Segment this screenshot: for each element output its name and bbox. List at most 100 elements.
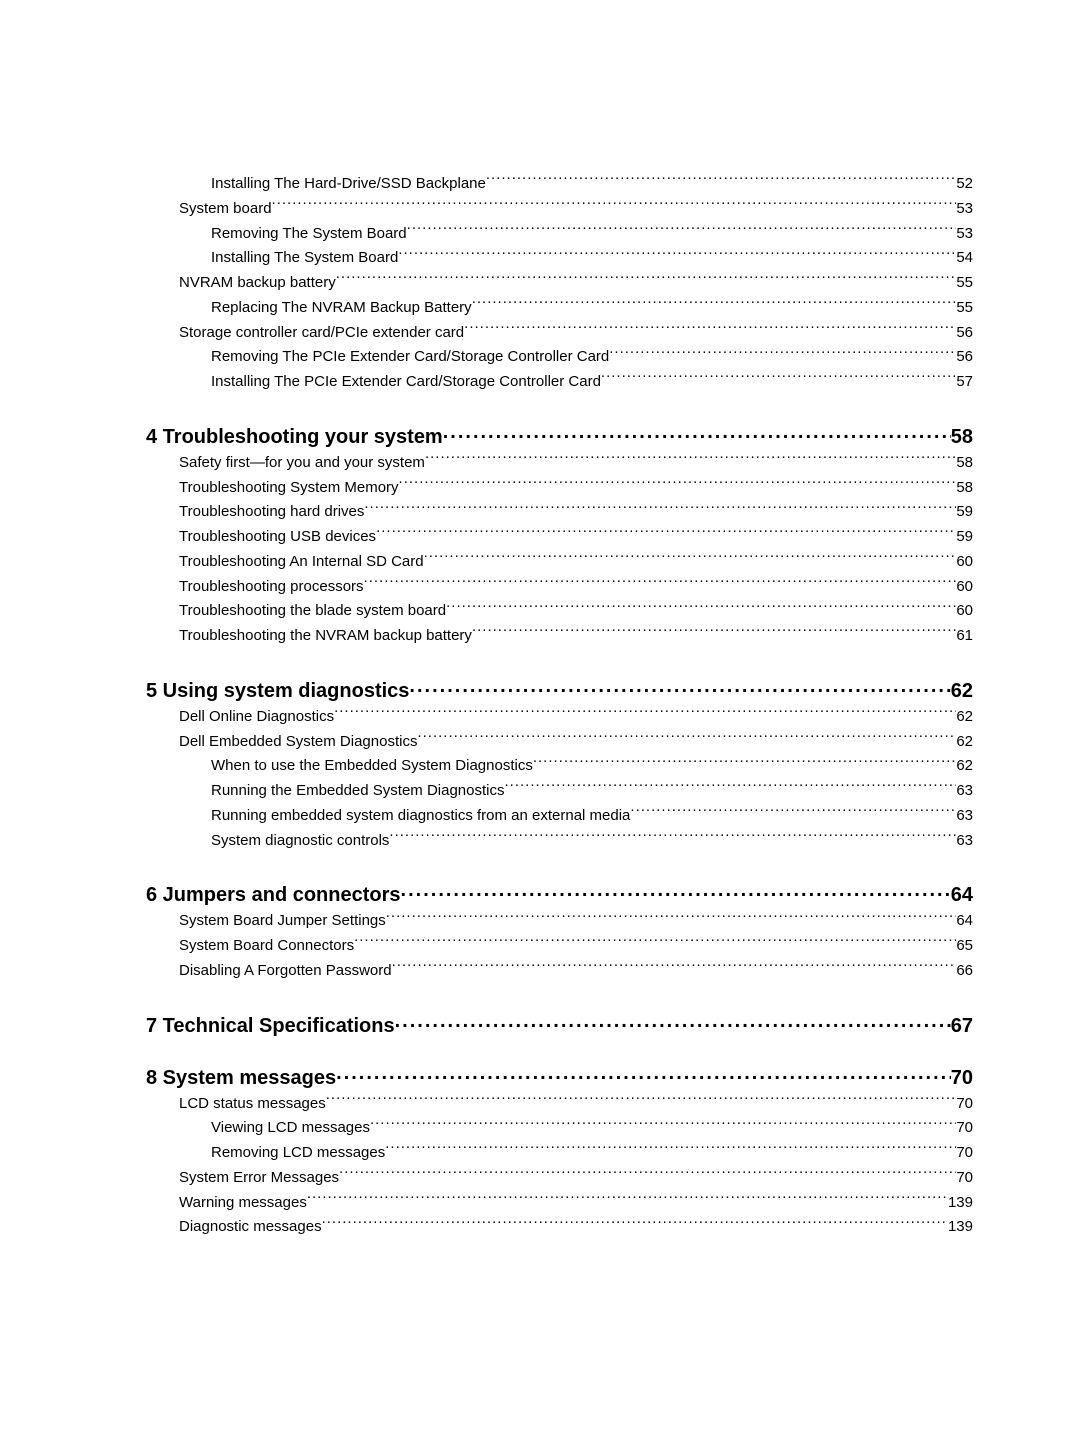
toc-dot-leader [401, 881, 951, 901]
toc-entry-label: Storage controller card/PCIe extender ca… [179, 321, 464, 346]
toc-entry-page: 70 [956, 1166, 973, 1191]
toc-entry-label: 6 Jumpers and connectors [146, 885, 401, 905]
toc-dot-leader [424, 551, 957, 566]
toc-entry-page: 66 [956, 959, 973, 984]
toc-entry: Dell Embedded System Diagnostics 62 [111, 730, 973, 755]
toc-entry-label: System diagnostic controls [211, 829, 389, 854]
toc-entry-page: 70 [956, 1116, 973, 1141]
toc-entry-page: 58 [956, 476, 973, 501]
page: Installing The Hard-Drive/SSD Backplane 5… [0, 0, 1080, 1434]
toc-entry-label: Viewing LCD messages [211, 1116, 370, 1141]
toc-entry-label: System Board Jumper Settings [179, 909, 386, 934]
toc-entry: 6 Jumpers and connectors 64 [111, 881, 973, 905]
toc-dot-leader [326, 1093, 957, 1108]
toc-dot-leader [533, 755, 956, 770]
toc-entry: 5 Using system diagnostics62 [111, 677, 973, 701]
toc-entry: Troubleshooting the NVRAM backup battery… [111, 624, 973, 649]
toc-entry-page: 60 [956, 550, 973, 575]
toc-entry: 4 Troubleshooting your system58 [111, 423, 973, 447]
toc-entry-page: 53 [956, 222, 973, 247]
toc-entry-page: 59 [956, 500, 973, 525]
toc-entry-label: Running embedded system diagnostics from… [211, 804, 630, 829]
toc-entry-label: Running the Embedded System Diagnostics [211, 779, 505, 804]
toc-entry-label: Disabling A Forgotten Password [179, 959, 392, 984]
toc-entry-label: NVRAM backup battery [179, 271, 336, 296]
toc-entry: System diagnostic controls 63 [111, 829, 973, 854]
toc-dot-leader [409, 677, 950, 697]
toc-entry-page: 70 [956, 1141, 973, 1166]
toc-entry: Removing The System Board 53 [111, 222, 973, 247]
toc-dot-leader [322, 1216, 948, 1231]
toc-entry: Viewing LCD messages 70 [111, 1116, 973, 1141]
toc-entry-page: 70 [956, 1092, 973, 1117]
toc-dot-leader [339, 1167, 956, 1182]
toc-dot-leader [486, 173, 956, 188]
toc-entry-page: 56 [956, 321, 973, 346]
toc-entry-page: 64 [951, 885, 973, 905]
toc-entry: System Board Jumper Settings 64 [111, 909, 973, 934]
toc-entry-page: 56 [956, 345, 973, 370]
toc-entry-label: Warning messages [179, 1191, 307, 1216]
toc-entry-page: 60 [956, 599, 973, 624]
toc-entry-page: 139 [948, 1215, 973, 1240]
table-of-contents: Installing The Hard-Drive/SSD Backplane 5… [111, 172, 973, 1240]
toc-entry-page: 63 [956, 804, 973, 829]
toc-dot-leader [464, 322, 956, 337]
toc-entry-label: Removing The System Board [211, 222, 407, 247]
toc-entry-label: 8 System messages [146, 1068, 336, 1088]
toc-dot-leader [609, 346, 956, 361]
toc-entry: Disabling A Forgotten Password 66 [111, 959, 973, 984]
toc-entry: Installing The Hard-Drive/SSD Backplane5… [111, 172, 973, 197]
toc-entry-label: Troubleshooting System Memory [179, 476, 399, 501]
toc-entry-label: 5 Using system diagnostics [146, 681, 409, 701]
toc-dot-leader [354, 935, 956, 950]
toc-dot-leader [307, 1192, 948, 1207]
toc-entry: Troubleshooting USB devices59 [111, 525, 973, 550]
toc-dot-leader [376, 526, 956, 541]
toc-entry-label: System Error Messages [179, 1166, 339, 1191]
toc-entry-label: Dell Online Diagnostics [179, 705, 334, 730]
toc-entry-page: 65 [956, 934, 973, 959]
toc-dot-leader [472, 625, 956, 640]
toc-dot-leader [443, 423, 951, 443]
toc-dot-leader [472, 297, 957, 312]
toc-entry-label: LCD status messages [179, 1092, 326, 1117]
toc-entry-page: 55 [956, 296, 973, 321]
toc-entry-label: 7 Technical Specifications [146, 1016, 395, 1036]
toc-entry-page: 62 [956, 730, 973, 755]
toc-entry-label: Dell Embedded System Diagnostics [179, 730, 417, 755]
toc-entry-page: 70 [951, 1068, 973, 1088]
toc-entry: Removing LCD messages70 [111, 1141, 973, 1166]
toc-dot-leader [395, 1012, 951, 1032]
toc-entry: NVRAM backup battery55 [111, 271, 973, 296]
toc-dot-leader [272, 198, 957, 213]
toc-entry: System Error Messages 70 [111, 1166, 973, 1191]
toc-entry-page: 67 [951, 1016, 973, 1036]
toc-dot-leader [385, 1142, 956, 1157]
toc-entry-label: Safety first—for you and your system [179, 451, 425, 476]
toc-dot-leader [334, 706, 956, 721]
toc-entry-page: 59 [956, 525, 973, 550]
toc-entry: System Board Connectors65 [111, 934, 973, 959]
toc-entry-label: Installing The PCIe Extender Card/Storag… [211, 370, 601, 395]
toc-entry-page: 139 [948, 1191, 973, 1216]
toc-entry-page: 54 [956, 246, 973, 271]
toc-entry-label: Installing The System Board [211, 246, 398, 271]
toc-entry-page: 53 [956, 197, 973, 222]
toc-entry: Replacing The NVRAM Backup Battery55 [111, 296, 973, 321]
toc-dot-leader [417, 731, 956, 746]
toc-entry-label: Installing The Hard-Drive/SSD Backplane [211, 172, 486, 197]
toc-dot-leader [336, 272, 957, 287]
toc-entry-page: 64 [956, 909, 973, 934]
toc-entry-page: 62 [956, 705, 973, 730]
toc-dot-leader [407, 223, 957, 238]
toc-entry-page: 57 [956, 370, 973, 395]
toc-entry: 7 Technical Specifications 67 [111, 1012, 973, 1036]
toc-dot-leader [601, 371, 956, 386]
toc-entry: Running the Embedded System Diagnostics6… [111, 779, 973, 804]
toc-dot-leader [425, 452, 956, 467]
toc-entry: Installing The System Board 54 [111, 246, 973, 271]
toc-dot-leader [446, 600, 956, 615]
toc-entry-page: 63 [956, 829, 973, 854]
toc-entry-label: Troubleshooting hard drives [179, 500, 364, 525]
